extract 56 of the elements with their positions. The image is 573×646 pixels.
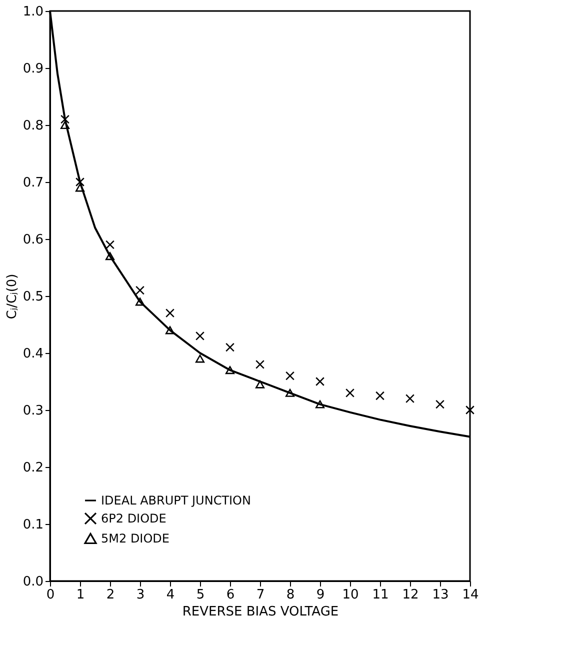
x-tick-label: 10 (342, 588, 359, 602)
y-tick-label: 0.4 (22, 346, 44, 362)
x-tick-label: 6 (226, 588, 235, 602)
y-tick-label: 0.7 (22, 176, 44, 190)
y-tick-label: 0.9 (22, 62, 44, 76)
point (345, 388, 355, 398)
point (255, 380, 265, 388)
point (75, 177, 85, 187)
x-tick-label: 0 (46, 588, 55, 602)
legend-label: 6P2 DIODE (101, 512, 166, 526)
point (435, 400, 445, 409)
x-tick-label: 9 (316, 588, 325, 602)
y-tick-label: 0.8 (22, 118, 44, 134)
point (75, 184, 85, 192)
point (195, 354, 205, 363)
point (135, 298, 145, 306)
x-tick-label: 4 (166, 588, 175, 602)
y-tick-label: 0.5 (22, 290, 44, 304)
y-tick-label: 0.3 (22, 404, 44, 418)
point (405, 394, 415, 404)
x-tick-label: 1 (76, 588, 85, 602)
point (165, 308, 175, 318)
point (105, 240, 115, 250)
point (285, 371, 295, 380)
x-tick-label: 5 (196, 588, 205, 602)
legend-label: IDEAL ABRUPT JUNCTION (101, 494, 251, 508)
point (60, 114, 70, 124)
x-tick-label: 11 (372, 588, 389, 602)
point (225, 342, 235, 352)
point (225, 366, 235, 374)
point (195, 331, 205, 340)
point (315, 400, 325, 408)
y-tick-label: 0.1 (22, 518, 44, 532)
point (465, 405, 475, 415)
x-tick-label: 8 (286, 588, 295, 602)
x-tick-label: 7 (256, 588, 265, 602)
x-tick-label: 12 (402, 588, 419, 602)
x-tick-label: 3 (136, 588, 145, 602)
y-tick-label: 0.6 (22, 232, 44, 248)
y-tick-label: 1.0 (22, 4, 44, 20)
point (285, 388, 295, 397)
y-axis-title: Cⱼ/Cⱼ(0) (4, 274, 20, 320)
point (105, 252, 115, 260)
y-tick-label: 0.2 (22, 460, 44, 476)
y-tick-label: 0.0 (22, 574, 44, 590)
point (135, 286, 145, 295)
x-axis-title: REVERSE BIAS VOLTAGE (182, 604, 339, 620)
point (255, 360, 265, 369)
point (60, 120, 70, 130)
point (315, 376, 325, 386)
x-tick-label: 13 (432, 588, 449, 602)
x-tick-label: 2 (106, 588, 115, 602)
x-tick-label: 14 (462, 588, 479, 602)
legend-label: 5M2 DIODE (101, 532, 170, 546)
point (375, 391, 385, 400)
point (165, 326, 175, 334)
